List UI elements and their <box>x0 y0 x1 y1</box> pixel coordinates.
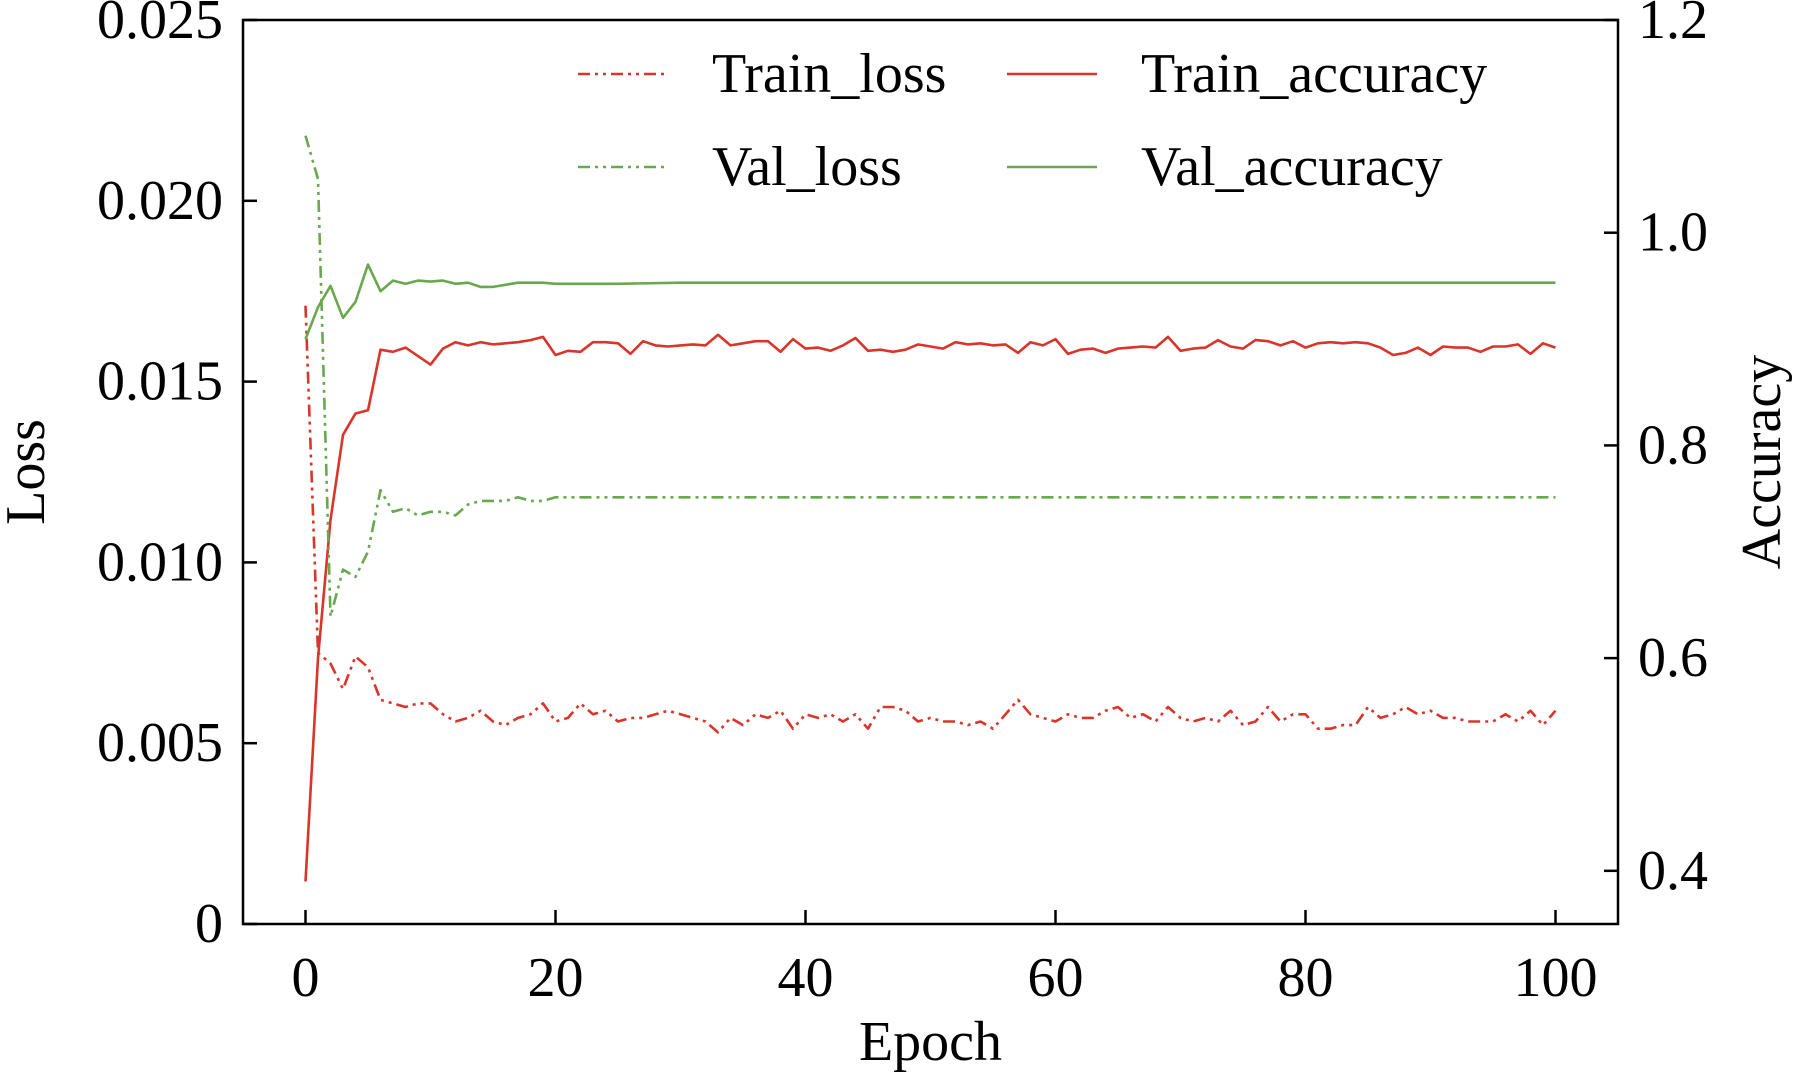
x-tick-label: 20 <box>528 947 584 1009</box>
y-axis-accuracy: 0.4 0.6 0.8 1.0 1.2 <box>1604 0 1708 902</box>
y-tick-label-accuracy: 1.2 <box>1638 0 1708 51</box>
y-tick-label-loss: 0 <box>195 893 223 955</box>
y-tick-label-accuracy: 0.8 <box>1638 414 1708 476</box>
x-tick-label: 100 <box>1514 947 1598 1009</box>
series-val-loss <box>304 135 1556 618</box>
y-tick-label-loss: 0.020 <box>97 170 223 232</box>
x-axis: 0 20 40 60 80 100 <box>292 910 1598 1009</box>
x-tick-label: 80 <box>1278 947 1334 1009</box>
legend-label-train-loss: Train_loss <box>712 43 946 105</box>
series-train-accuracy <box>304 333 1556 882</box>
y-tick-label-loss: 0.005 <box>97 712 223 774</box>
x-axis-title: Epoch <box>859 1011 1002 1073</box>
series-val-accuracy <box>304 263 1556 340</box>
legend-label-train-accuracy: Train_accuracy <box>1141 43 1487 105</box>
legend: Train_loss Train_accuracy Val_loss Val_accu… <box>578 43 1487 198</box>
x-tick-label: 60 <box>1028 947 1084 1009</box>
y-tick-label-accuracy: 1.0 <box>1638 202 1708 264</box>
series-layer <box>304 135 1557 882</box>
y-axis-title-loss: Loss <box>0 419 57 525</box>
y-axis-title-accuracy: Accuracy <box>1731 355 1793 570</box>
y-tick-label-accuracy: 0.6 <box>1638 627 1708 689</box>
x-tick-label: 0 <box>292 947 320 1009</box>
plot-frame <box>241 18 1620 926</box>
plot-border <box>241 18 1620 926</box>
y-axis-loss: 0 0.005 0.010 0.015 0.020 0.025 <box>97 0 257 955</box>
y-tick-label-loss: 0.015 <box>97 351 223 413</box>
y-tick-label-loss: 0.025 <box>97 0 223 51</box>
y-tick-label-accuracy: 0.4 <box>1638 840 1708 902</box>
legend-label-val-loss: Val_loss <box>712 136 902 198</box>
y-tick-label-loss: 0.010 <box>97 531 223 593</box>
series-train-loss <box>304 305 1557 734</box>
legend-label-val-accuracy: Val_accuracy <box>1141 136 1443 198</box>
x-tick-label: 40 <box>778 947 834 1009</box>
